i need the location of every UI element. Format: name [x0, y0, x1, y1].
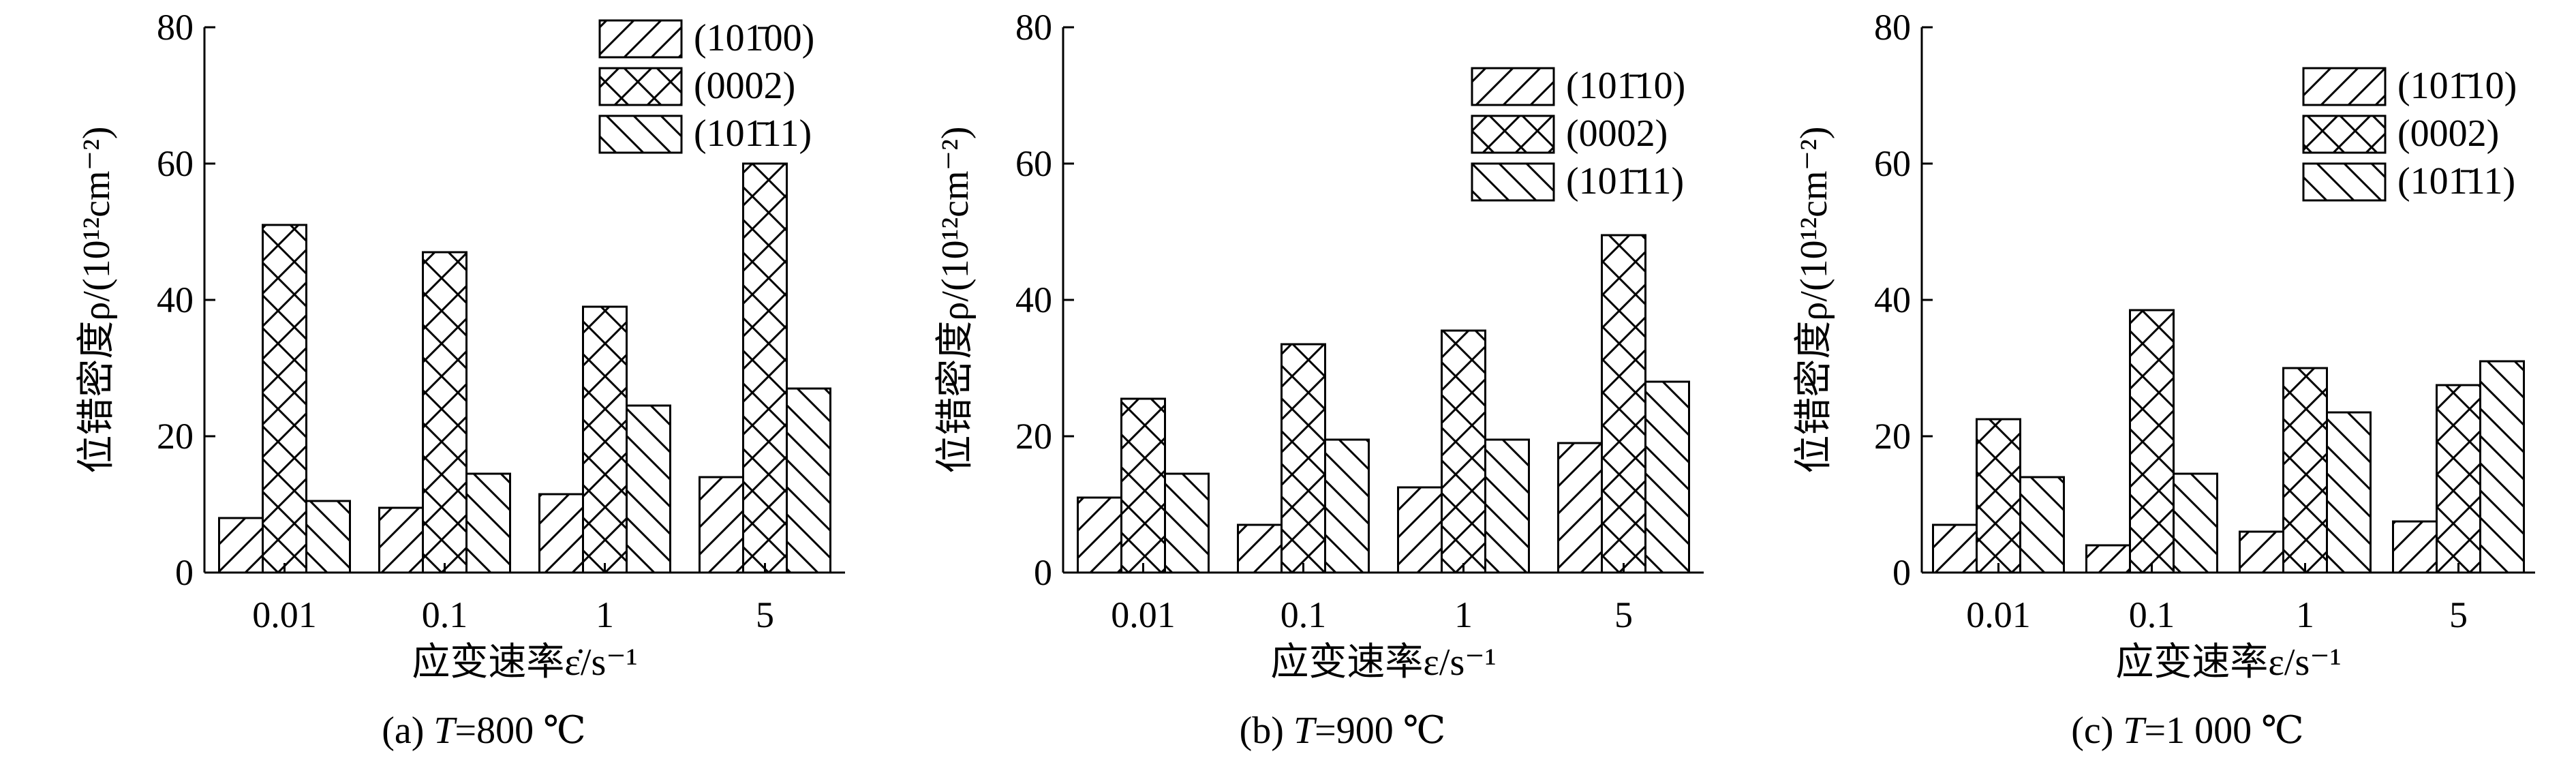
y-tick-label: 20	[1015, 416, 1052, 457]
bar-series-3-0.1	[1324, 438, 1370, 574]
panel-caption: (a) T=800 ℃	[382, 710, 586, 752]
bar-series-2-0.01	[1976, 418, 2021, 574]
bar-series-1-5	[1557, 442, 1603, 574]
bar-series-2-5	[742, 162, 788, 574]
x-axis-label: 应变速率ε/s⁻¹	[1270, 641, 1496, 684]
y-tick-label: 40	[157, 279, 194, 320]
x-tick-label: 1	[2296, 594, 2314, 635]
x-tick-label: 0.01	[1966, 594, 2031, 635]
legend-swatch-1	[1471, 67, 1555, 106]
bar-series-3-1	[626, 404, 671, 574]
legend-swatch-3	[1471, 162, 1555, 202]
legend-swatch-2	[2302, 115, 2387, 154]
legend-label-2: (0002)	[1566, 112, 1668, 155]
bar-series-2-0.01	[262, 224, 307, 574]
bar-series-2-1	[582, 305, 628, 574]
bar-series-2-1	[2282, 367, 2328, 574]
x-tick-label: 1	[596, 594, 614, 635]
bar-series-1-1	[2239, 530, 2284, 574]
y-tick-label: 80	[157, 7, 194, 48]
bar-series-3-1	[2326, 411, 2372, 574]
y-tick-label: 80	[1874, 7, 1911, 48]
legend-label-1: (101̄00)	[694, 17, 814, 59]
x-tick-label: 0.01	[1111, 594, 1176, 635]
panel-caption: (c) T=1 000 ℃	[2071, 710, 2304, 752]
bar-series-2-1	[1441, 329, 1486, 574]
legend-label-2: (0002)	[2397, 112, 2499, 155]
x-tick-label: 5	[756, 594, 774, 635]
y-tick-label: 0	[1892, 552, 1911, 593]
legend-swatch-3	[2302, 162, 2387, 202]
bar-series-3-0.1	[465, 472, 511, 574]
bar-series-1-0.1	[378, 506, 424, 574]
bar-series-1-0.1	[1237, 523, 1283, 574]
x-tick-label: 0.1	[1281, 594, 1327, 635]
y-tick-label: 60	[157, 143, 194, 184]
bar-series-3-0.01	[2019, 476, 2065, 574]
y-tick-label: 20	[157, 416, 194, 457]
y-axis-label: 位错密度ρ/(10¹²cm⁻²)	[934, 126, 977, 473]
bar-series-2-0.1	[2129, 309, 2175, 574]
bar-series-1-5	[2392, 520, 2438, 574]
bar-series-2-0.01	[1120, 397, 1166, 574]
y-axis-label: 位错密度ρ/(10¹²cm⁻²)	[76, 126, 118, 473]
legend: (101̄10) (0002) (101̄11)	[2302, 65, 2517, 202]
bar-series-2-5	[2436, 384, 2481, 574]
bar-series-1-0.1	[2085, 544, 2131, 574]
x-axis-label: 应变速率ε̇/s⁻¹	[412, 641, 637, 684]
legend-label-3: (101̄11)	[694, 112, 812, 155]
chart-panel-2: 0 20 40 60 80 0.01 0.1 1 5 应变速率ε/s⁻¹ 位错密度ρ/(10¹²cm…	[934, 7, 1704, 752]
y-tick-label: 60	[1874, 143, 1911, 184]
bar-series-2-5	[1601, 234, 1646, 574]
legend-swatch-2	[598, 67, 683, 106]
legend-swatch-1	[2302, 67, 2387, 106]
bar-series-3-0.01	[1164, 472, 1210, 574]
chart-panel-3: 0 20 40 60 80 0.01 0.1 1 5 应变速率ε/s⁻¹ 位错密度ρ/(10¹²cm…	[1793, 7, 2535, 752]
bar-series-1-0.01	[1077, 496, 1122, 574]
bar-series-1-1	[538, 493, 584, 574]
x-axis-label: 应变速率ε/s⁻¹	[2115, 641, 2341, 684]
bar-series-1-0.01	[1932, 523, 1978, 574]
bar-series-3-5	[1644, 380, 1690, 574]
legend-swatch-1	[598, 19, 683, 59]
y-tick-label: 60	[1015, 143, 1052, 184]
y-tick-label: 40	[1015, 279, 1052, 320]
bar-series-3-1	[1484, 438, 1530, 574]
bar-series-3-5	[786, 387, 831, 574]
y-tick-label: 40	[1874, 279, 1911, 320]
legend-label-2: (0002)	[694, 65, 795, 107]
x-tick-label: 1	[1454, 594, 1473, 635]
bar-series-2-0.1	[422, 251, 467, 574]
x-tick-label: 0.1	[422, 594, 468, 635]
legend-label-3: (101̄11)	[1566, 160, 1684, 202]
x-tick-label: 0.01	[252, 594, 317, 635]
bar-series-1-0.01	[218, 517, 264, 574]
panel-caption: (b) T=900 ℃	[1240, 710, 1446, 752]
bar-series-2-0.1	[1281, 343, 1326, 574]
y-tick-label: 20	[1874, 416, 1911, 457]
legend-swatch-3	[598, 115, 683, 154]
bar-series-1-1	[1397, 486, 1443, 574]
x-tick-label: 5	[1614, 594, 1633, 635]
legend-label-1: (101̄10)	[2397, 65, 2517, 107]
legend-label-3: (101̄11)	[2397, 160, 2515, 202]
bar-series-1-5	[699, 476, 744, 574]
x-tick-label: 0.1	[2129, 594, 2175, 635]
chart-panel-1: 0 20 40 60 80 0.01 0.1 1 5 应变速率ε̇/s⁻¹ 位错密度ρ/(10¹²c…	[76, 7, 845, 752]
legend-swatch-2	[1471, 115, 1555, 154]
bar-series-3-0.01	[305, 500, 351, 574]
x-tick-label: 5	[2449, 594, 2468, 635]
legend: (101̄10) (0002) (101̄11)	[1471, 65, 1685, 202]
legend-label-1: (101̄10)	[1566, 65, 1685, 107]
y-tick-label: 0	[175, 552, 194, 593]
y-axis-label: 位错密度ρ/(10¹²cm⁻²)	[1793, 126, 1835, 473]
y-tick-label: 0	[1034, 552, 1052, 593]
y-tick-label: 80	[1015, 7, 1052, 48]
bar-series-3-5	[2479, 360, 2525, 574]
bar-series-3-0.1	[2173, 472, 2218, 574]
legend: (101̄00) (0002) (101̄11)	[598, 17, 814, 155]
